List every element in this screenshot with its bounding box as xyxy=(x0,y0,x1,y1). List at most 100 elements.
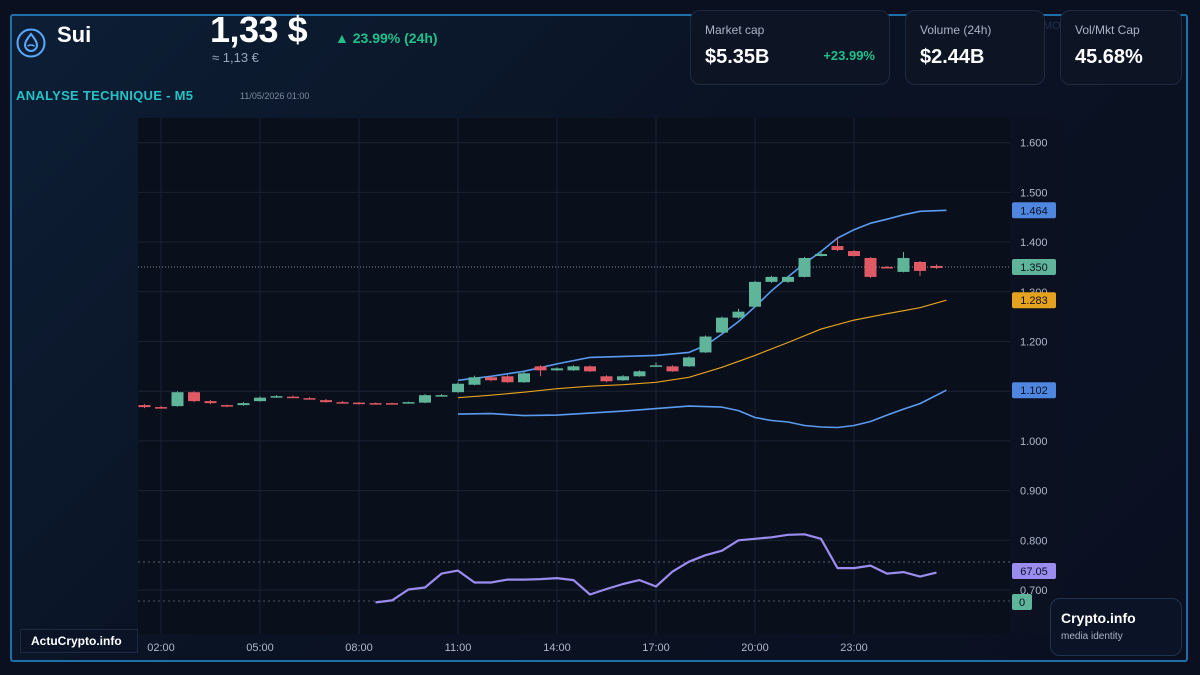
tag-zero-text: 0 xyxy=(1019,597,1025,609)
candle xyxy=(914,260,926,276)
candle xyxy=(617,375,629,381)
candle xyxy=(518,371,530,383)
candle-body xyxy=(138,405,151,408)
candle-body xyxy=(699,336,712,353)
tag-moving-average-bg xyxy=(1012,292,1056,309)
x-tick-label: 02:00 xyxy=(147,642,175,654)
candle-body xyxy=(419,395,431,403)
candle-body xyxy=(353,402,365,405)
tag-bollinger-upper-bg xyxy=(1012,202,1056,219)
candle xyxy=(930,264,943,269)
candle xyxy=(633,370,646,377)
coin-price-eur: ≈ 1,13 € xyxy=(212,50,259,65)
tag-moving-average-text: 1.283 xyxy=(1020,295,1048,307)
candle-body xyxy=(336,402,349,404)
candle xyxy=(221,404,233,408)
stat-label: Volume (24h) xyxy=(920,23,992,37)
candle xyxy=(534,365,547,377)
tag-last-price: 1.350 xyxy=(1012,258,1056,275)
stat-card-volume: Volume (24h) $2.44B xyxy=(905,10,1045,85)
candle xyxy=(567,365,580,371)
candle-body xyxy=(171,392,184,407)
candle xyxy=(188,391,200,403)
candle xyxy=(716,316,728,334)
tag-zero-bg xyxy=(1012,594,1032,610)
candle-body xyxy=(237,403,250,406)
tag-rsi-text: 67.05 xyxy=(1020,566,1048,578)
candle-body xyxy=(584,366,596,372)
candle-body xyxy=(683,357,695,367)
tag-rsi-bg xyxy=(1012,563,1056,579)
candle-body xyxy=(254,397,266,402)
tag-bollinger-upper: 1.464 xyxy=(1012,202,1056,219)
candle-body xyxy=(930,265,943,268)
candle xyxy=(749,280,761,308)
stat-value: $2.44B xyxy=(920,46,985,68)
candle xyxy=(468,375,481,386)
candle-body xyxy=(831,246,844,251)
candle xyxy=(452,382,464,393)
candle xyxy=(584,365,596,372)
y-tick-label: 0.900 xyxy=(1020,486,1048,498)
candle xyxy=(353,402,365,405)
candle-body xyxy=(204,401,217,404)
stat-value: 45.68% xyxy=(1075,46,1143,68)
candle xyxy=(600,375,613,383)
x-tick-label: 23:00 xyxy=(840,642,868,654)
tag-last-price-text: 1.350 xyxy=(1020,262,1048,274)
candle xyxy=(551,367,563,371)
candle xyxy=(782,275,794,283)
candle-body xyxy=(765,276,778,282)
candle-body xyxy=(914,261,926,271)
candle xyxy=(204,400,217,405)
candle xyxy=(336,401,349,404)
sui-logo-icon xyxy=(16,28,46,58)
brand-card-title: Crypto.info xyxy=(1061,610,1136,626)
tag-zero: 0 xyxy=(1012,594,1032,610)
candle-body xyxy=(320,400,332,403)
candle-body xyxy=(518,373,530,383)
section-title: ANALYSE TECHNIQUE - M5 xyxy=(16,88,194,103)
candle xyxy=(138,404,151,409)
candle xyxy=(369,402,382,405)
coin-name: Sui xyxy=(57,22,92,47)
candle-body xyxy=(798,258,811,277)
tag-bollinger-lower: 1.102 xyxy=(1012,382,1056,399)
candle-body xyxy=(303,398,316,400)
candle-body xyxy=(567,366,580,371)
candle-body xyxy=(848,251,860,257)
brand-card-subtitle: media identity xyxy=(1061,631,1123,642)
candle-body xyxy=(600,376,613,382)
x-tick-label: 11:00 xyxy=(445,642,472,654)
plot-area xyxy=(138,118,1010,634)
candle xyxy=(254,396,266,402)
candle-body xyxy=(534,366,547,371)
candle xyxy=(765,275,778,283)
candle xyxy=(798,257,811,278)
candle xyxy=(303,397,316,400)
y-tick-label: 1.600 xyxy=(1020,138,1048,150)
y-tick-label: 1.500 xyxy=(1020,187,1048,199)
candle-body xyxy=(815,254,827,257)
coin-price: 1,33 $ xyxy=(210,9,308,50)
candle-body xyxy=(897,258,910,272)
candle xyxy=(650,362,662,367)
x-tick-label: 05:00 xyxy=(246,642,274,654)
stat-card-market-cap: Market cap $5.35B +23.99% xyxy=(690,10,890,85)
candle xyxy=(897,252,910,273)
candle xyxy=(501,375,514,383)
candle-body xyxy=(633,371,646,377)
tag-bollinger-lower-text: 1.102 xyxy=(1020,385,1048,397)
candle xyxy=(171,391,184,407)
candle xyxy=(435,394,448,397)
candle-body xyxy=(666,366,679,372)
candle-body xyxy=(617,376,629,381)
rsi-line xyxy=(375,533,937,604)
candle-body xyxy=(369,403,382,405)
candle-body xyxy=(386,403,398,405)
x-tick-label: 20:00 xyxy=(741,642,769,654)
candle-body xyxy=(452,383,464,393)
stat-card-vol-mkt-cap: Vol/Mkt Cap 45.68% xyxy=(1060,10,1182,85)
y-tick-label: 1.200 xyxy=(1020,337,1048,349)
